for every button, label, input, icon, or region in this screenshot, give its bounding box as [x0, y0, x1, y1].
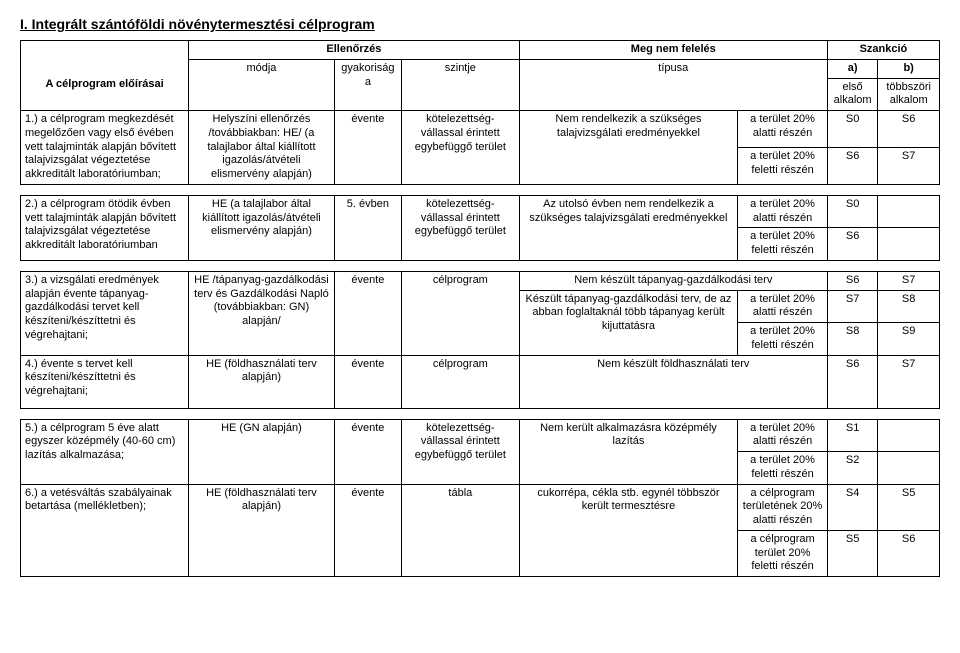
cell-level: tábla: [402, 484, 520, 577]
hdr-megnemfeleles: Meg nem felelés: [519, 41, 827, 60]
cell-s-b: S6: [878, 530, 940, 576]
cell-desc: 6.) a vetésváltás szabályainak betartása…: [21, 484, 189, 577]
cell-s-b: [878, 452, 940, 485]
cell-s-b: S8: [878, 290, 940, 323]
cell-level: célprogram: [402, 355, 520, 408]
cell-freq: évente: [334, 271, 401, 355]
cell-type: Nem készült tápanyag-gazdálkodási terv: [519, 271, 827, 290]
spacer-row: [21, 184, 940, 195]
cell-desc: 3.) a vizsgálati eredmények alapján éven…: [21, 271, 189, 355]
table-row: 2.) a célprogram ötödik évben vett talaj…: [21, 195, 940, 228]
cell-s-a: S6: [827, 228, 877, 261]
hdr-a: a): [827, 59, 877, 78]
cell-area: a terület 20% alatti részén: [738, 290, 828, 323]
cell-area: a terület 20% feletti részén: [738, 452, 828, 485]
cell-s-b: S5: [878, 484, 940, 530]
cell-s-b: S6: [878, 111, 940, 148]
hdr-gyakorisaga: gyakorisága: [334, 59, 401, 110]
cell-mode: HE (a talajlabor által kiállított igazol…: [189, 195, 335, 260]
cell-s-b: S7: [878, 355, 940, 408]
cell-s-a: S7: [827, 290, 877, 323]
spacer-row: [21, 260, 940, 271]
cell-s-a: S0: [827, 195, 877, 228]
cell-level: kötelezettség-vállassal érintett egybefü…: [402, 419, 520, 484]
spacer-row: [21, 408, 940, 419]
table-row: 1.) a célprogram megkezdését megelőzően …: [21, 111, 940, 148]
cell-level: kötelezettség-vállassal érintett egybefü…: [402, 111, 520, 185]
cell-desc: 2.) a célprogram ötödik évben vett talaj…: [21, 195, 189, 260]
cell-mode: HE /tápanyag-gazdálkodási terv és Gazdál…: [189, 271, 335, 355]
cell-s-a: S0: [827, 111, 877, 148]
cell-level: célprogram: [402, 271, 520, 355]
cell-freq: 5. évben: [334, 195, 401, 260]
main-table: Ellenőrzés Meg nem felelés Szankció A cé…: [20, 40, 940, 577]
hdr-tobbszori-alkalom: többszöri alkalom: [878, 78, 940, 111]
cell-mode: HE (földhasználati terv alapján): [189, 355, 335, 408]
table-row: 4.) évente s tervet kell készíteni/készí…: [21, 355, 940, 408]
cell-type: Nem került alkalmazásra középmély lazítá…: [519, 419, 738, 484]
cell-s-a: S1: [827, 419, 877, 452]
cell-s-b: S7: [878, 147, 940, 184]
cell-mode: HE (földhasználati terv alapján): [189, 484, 335, 577]
hdr-ellenorzes: Ellenőrzés: [189, 41, 520, 60]
cell-s-a: S2: [827, 452, 877, 485]
cell-area: a terület 20% feletti részén: [738, 228, 828, 261]
hdr-szankcio: Szankció: [827, 41, 939, 60]
cell-area: a terület 20% feletti részén: [738, 323, 828, 356]
cell-type: cukorrépa, cékla stb. egynél többször ke…: [519, 484, 738, 577]
header-row-1: Ellenőrzés Meg nem felelés Szankció: [21, 41, 940, 60]
cell-level: kötelezettség-vállassal érintett egybefü…: [402, 195, 520, 260]
cell-type: Nem rendelkezik a szükséges talajvizsgál…: [519, 111, 738, 185]
cell-area: a terület 20% alatti részén: [738, 419, 828, 452]
hdr-b: b): [878, 59, 940, 78]
hdr-eloirasai: A célprogram előírásai: [21, 59, 189, 110]
cell-area: a terület 20% feletti részén: [738, 147, 828, 184]
cell-s-b: S9: [878, 323, 940, 356]
table-row: 3.) a vizsgálati eredmények alapján éven…: [21, 271, 940, 290]
cell-desc: 5.) a célprogram 5 éve alatt egyszer köz…: [21, 419, 189, 484]
cell-type: Az utolsó évben nem rendelkezik a szüksé…: [519, 195, 738, 260]
cell-s-a: S6: [827, 271, 877, 290]
cell-freq: évente: [334, 419, 401, 484]
cell-s-b: [878, 419, 940, 452]
header-row-2: A célprogram előírásai módja gyakorisága…: [21, 59, 940, 78]
cell-desc: 4.) évente s tervet kell készíteni/készí…: [21, 355, 189, 408]
table-row: 5.) a célprogram 5 éve alatt egyszer köz…: [21, 419, 940, 452]
page-title: I. Integrált szántóföldi növénytermeszté…: [20, 16, 940, 32]
cell-area: a célprogram terület 20% feletti részén: [738, 530, 828, 576]
table-row: 6.) a vetésváltás szabályainak betartása…: [21, 484, 940, 530]
cell-s-b: [878, 228, 940, 261]
cell-area: a célprogram területének 20% alatti rész…: [738, 484, 828, 530]
cell-mode: Helyszíni ellenőrzés /továbbiakban: HE/ …: [189, 111, 335, 185]
cell-s-a: S4: [827, 484, 877, 530]
cell-mode: HE (GN alapján): [189, 419, 335, 484]
cell-freq: évente: [334, 484, 401, 577]
cell-area: a terület 20% alatti részén: [738, 195, 828, 228]
cell-desc: 1.) a célprogram megkezdését megelőzően …: [21, 111, 189, 185]
hdr-szintje: szintje: [402, 59, 520, 110]
cell-s-b: [878, 195, 940, 228]
cell-type: Készült tápanyag-gazdálkodási terv, de a…: [519, 290, 738, 355]
hdr-elso-alkalom: első alkalom: [827, 78, 877, 111]
cell-s-b: S7: [878, 271, 940, 290]
cell-s-a: S6: [827, 147, 877, 184]
cell-type: Nem készült földhasználati terv: [519, 355, 827, 408]
cell-freq: évente: [334, 355, 401, 408]
hdr-tipusa: típusa: [519, 59, 827, 110]
cell-s-a: S6: [827, 355, 877, 408]
cell-s-a: S8: [827, 323, 877, 356]
hdr-modja: módja: [189, 59, 335, 110]
cell-s-a: S5: [827, 530, 877, 576]
cell-area: a terület 20% alatti részén: [738, 111, 828, 148]
cell-freq: évente: [334, 111, 401, 185]
